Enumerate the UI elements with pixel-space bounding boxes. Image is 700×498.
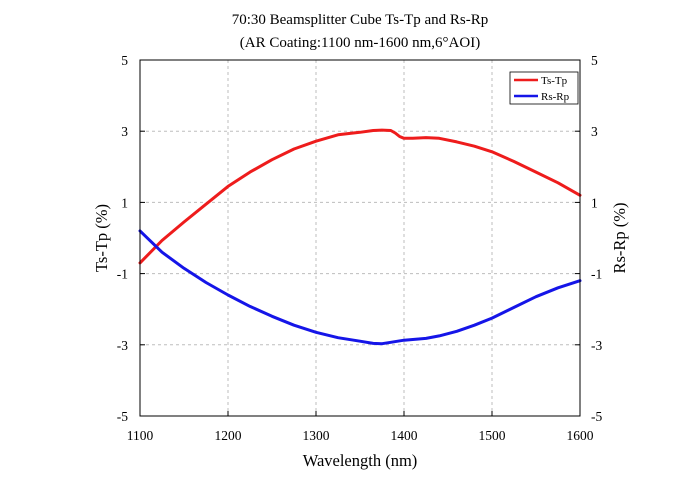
plot-frame <box>139 59 581 417</box>
x-tick-label: 1200 <box>215 428 242 443</box>
legend-label-ts-tp: Ts-Tp <box>541 75 568 87</box>
legend-box <box>509 71 579 105</box>
x-tick-label: 1500 <box>479 428 506 443</box>
x-tick-label: 1300 <box>303 428 330 443</box>
x-axis-label: Wavelength (nm) <box>303 451 418 470</box>
legend-label-rs-rp: Rs-Rp <box>541 91 570 103</box>
y-tick-label-left: -3 <box>117 338 128 353</box>
x-tick-label: 1400 <box>391 428 418 443</box>
y-tick-label-right: 5 <box>591 53 598 68</box>
series-layer <box>138 128 582 346</box>
y-tick-label-left: 5 <box>121 53 128 68</box>
y-tick-label-left: 3 <box>121 124 128 139</box>
y-tick-label-left: -1 <box>117 267 128 282</box>
y-tick-label-right: -1 <box>591 267 602 282</box>
y-tick-label-right: 3 <box>591 124 598 139</box>
y-tick-label-right: -5 <box>591 409 602 424</box>
y-tick-label-left: -5 <box>117 409 128 424</box>
legend: Ts-Tp Rs-Rp <box>509 71 579 105</box>
x-tick-label: 1600 <box>567 428 594 443</box>
x-tick-label: 1100 <box>127 428 154 443</box>
y-axis-label-left: Ts-Tp (%) <box>92 204 111 272</box>
ticks: 1100 1200 1300 1400 1500 1600 -5 -5 -3 -3 -1 -1 1 1 3 3… <box>117 53 603 443</box>
series-line-ts-tp <box>138 128 582 265</box>
chart-subtitle: (AR Coating:1100 nm-1600 nm,6°AOI) <box>240 35 480 51</box>
y-tick-label-right: 1 <box>591 195 598 210</box>
chart-title: 70:30 Beamsplitter Cube Ts-Tp and Rs-Rp <box>232 12 489 28</box>
y-tick-label-right: -3 <box>591 338 602 353</box>
grid <box>140 60 580 416</box>
y-tick-label-left: 1 <box>121 195 128 210</box>
series-line-rs-rp <box>138 229 582 346</box>
y-axis-label-right: Rs-Rp (%) <box>610 202 629 273</box>
